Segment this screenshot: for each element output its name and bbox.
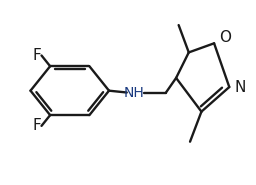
Text: O: O xyxy=(219,30,231,45)
Text: NH: NH xyxy=(124,85,145,100)
Text: F: F xyxy=(33,48,41,63)
Text: F: F xyxy=(33,118,41,133)
Text: N: N xyxy=(234,80,246,95)
